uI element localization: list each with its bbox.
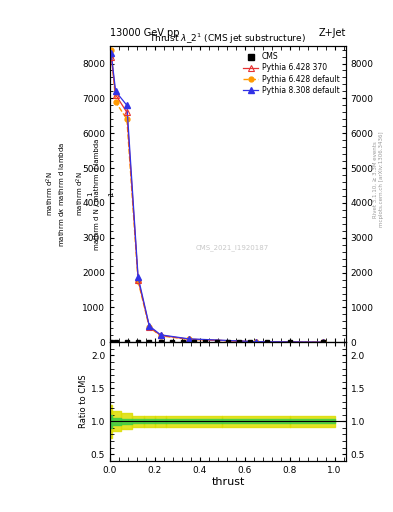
Text: CMS_2021_I1920187: CMS_2021_I1920187 [196, 244, 269, 251]
Y-axis label: mathrm d$^2$N
mathrm d$\kappa$ mathrm d lambda

mathrm d$^2$N
1
mathrm d N / mat: mathrm d$^2$N mathrm d$\kappa$ mathrm d … [44, 139, 114, 250]
Legend: CMS, Pythia 6.428 370, Pythia 6.428 default, Pythia 8.308 default: CMS, Pythia 6.428 370, Pythia 6.428 defa… [241, 50, 342, 97]
Y-axis label: Ratio to CMS: Ratio to CMS [79, 375, 88, 429]
Title: Thrust $\lambda\_2^1$ (CMS jet substructure): Thrust $\lambda\_2^1$ (CMS jet substruct… [149, 32, 307, 46]
Text: 13000 GeV pp: 13000 GeV pp [110, 28, 180, 38]
Text: mcplots.cern.ch [arXiv:1306.3436]: mcplots.cern.ch [arXiv:1306.3436] [380, 132, 384, 227]
Text: Rivet 3.1.10, ≥ 3.3M events: Rivet 3.1.10, ≥ 3.3M events [373, 141, 378, 218]
Text: Z+Jet: Z+Jet [318, 28, 346, 38]
X-axis label: thrust: thrust [211, 477, 244, 487]
